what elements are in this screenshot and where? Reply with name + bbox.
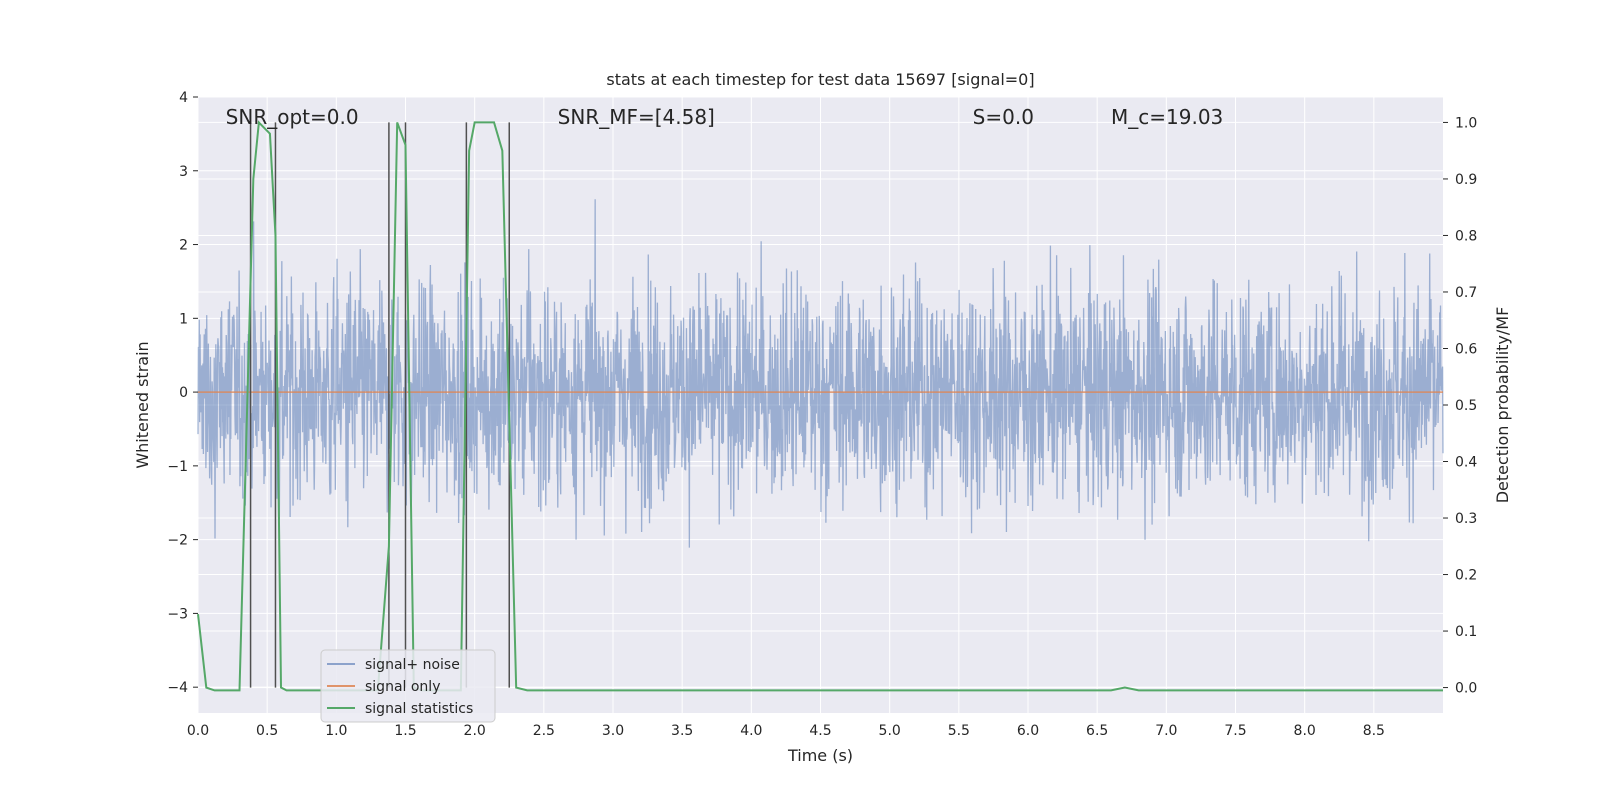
y-tick-label: 1 [179,311,188,327]
x-tick-label: 0.5 [256,723,278,739]
y-axis-ticks: 4 3 2 1 0 −1 −2 −3 −4 [167,90,198,696]
legend-label: signal only [365,679,440,695]
legend-label: signal statistics [365,701,473,717]
y-right-tick-label: 0.8 [1455,228,1477,244]
y-tick-label: −2 [167,533,188,549]
y-right-tick-label: 0.7 [1455,285,1477,301]
y-tick-label: 4 [179,90,188,106]
y-right-tick-label: 0.1 [1455,624,1477,640]
annotations: SNR_opt=0.0 SNR_MF=[4.58] S=0.0 M_c=19.03 [226,105,1224,129]
x-tick-label: 2.0 [464,723,486,739]
y-right-tick-label: 0.2 [1455,568,1477,584]
y-tick-label: −4 [167,680,188,696]
y-right-tick-label: 0.6 [1455,341,1477,357]
y-tick-label: 3 [179,164,188,180]
y-tick-label: −3 [167,606,188,622]
y-right-tick-label: 1.0 [1455,115,1477,131]
annotation-text: M_c=19.03 [1111,105,1223,129]
x-tick-label: 1.5 [394,723,416,739]
x-axis-label: Time (s) [787,746,853,765]
chart-title: stats at each timestep for test data 156… [606,70,1034,89]
annotation-text: SNR_MF=[4.58] [558,105,715,129]
y-tick-label: 0 [179,385,188,401]
x-tick-label: 3.5 [671,723,693,739]
x-tick-label: 1.0 [325,723,347,739]
y-axis-label: Whitened strain [133,341,152,468]
y-right-tick-label: 0.0 [1455,681,1477,697]
x-tick-label: 5.5 [948,723,970,739]
x-tick-label: 7.0 [1155,723,1177,739]
legend-label: signal+ noise [365,657,460,673]
y-right-tick-label: 0.3 [1455,511,1477,527]
x-tick-label: 5.0 [879,723,901,739]
x-tick-label: 8.5 [1363,723,1385,739]
annotation-text: SNR_opt=0.0 [226,105,359,129]
x-tick-label: 0.0 [187,723,209,739]
x-axis-ticks: 0.0 0.5 1.0 1.5 2.0 2.5 3.0 3.5 4.0 4.5 5.0 5.5 6.0 6… [187,723,1385,739]
x-tick-label: 3.0 [602,723,624,739]
y-axis-right-label: Detection probability/MF [1493,307,1512,504]
x-tick-label: 6.5 [1086,723,1108,739]
y-tick-label: −1 [167,459,188,475]
x-tick-label: 7.5 [1224,723,1246,739]
marker-lines [249,122,510,688]
y-right-tick-label: 0.4 [1455,455,1477,471]
series-signal-statistics [197,120,1443,692]
x-tick-label: 2.5 [533,723,555,739]
x-tick-label: 4.5 [809,723,831,739]
x-tick-label: 8.0 [1294,723,1316,739]
statistics-line [197,120,1443,692]
x-tick-label: 4.0 [740,723,762,739]
legend: signal+ noise signal only signal statistic… [320,649,496,723]
y-tick-label: 2 [179,238,188,254]
y-axis-right-ticks: 1.0 0.9 0.8 0.7 0.6 0.5 0.4 0.3 0.2 0.1 0.0 [1443,115,1477,697]
annotation-text: S=0.0 [973,105,1034,129]
y-right-tick-label: 0.9 [1455,172,1477,188]
legend-box [320,649,496,723]
y-right-tick-label: 0.5 [1455,398,1477,414]
x-tick-label: 6.0 [1017,723,1039,739]
